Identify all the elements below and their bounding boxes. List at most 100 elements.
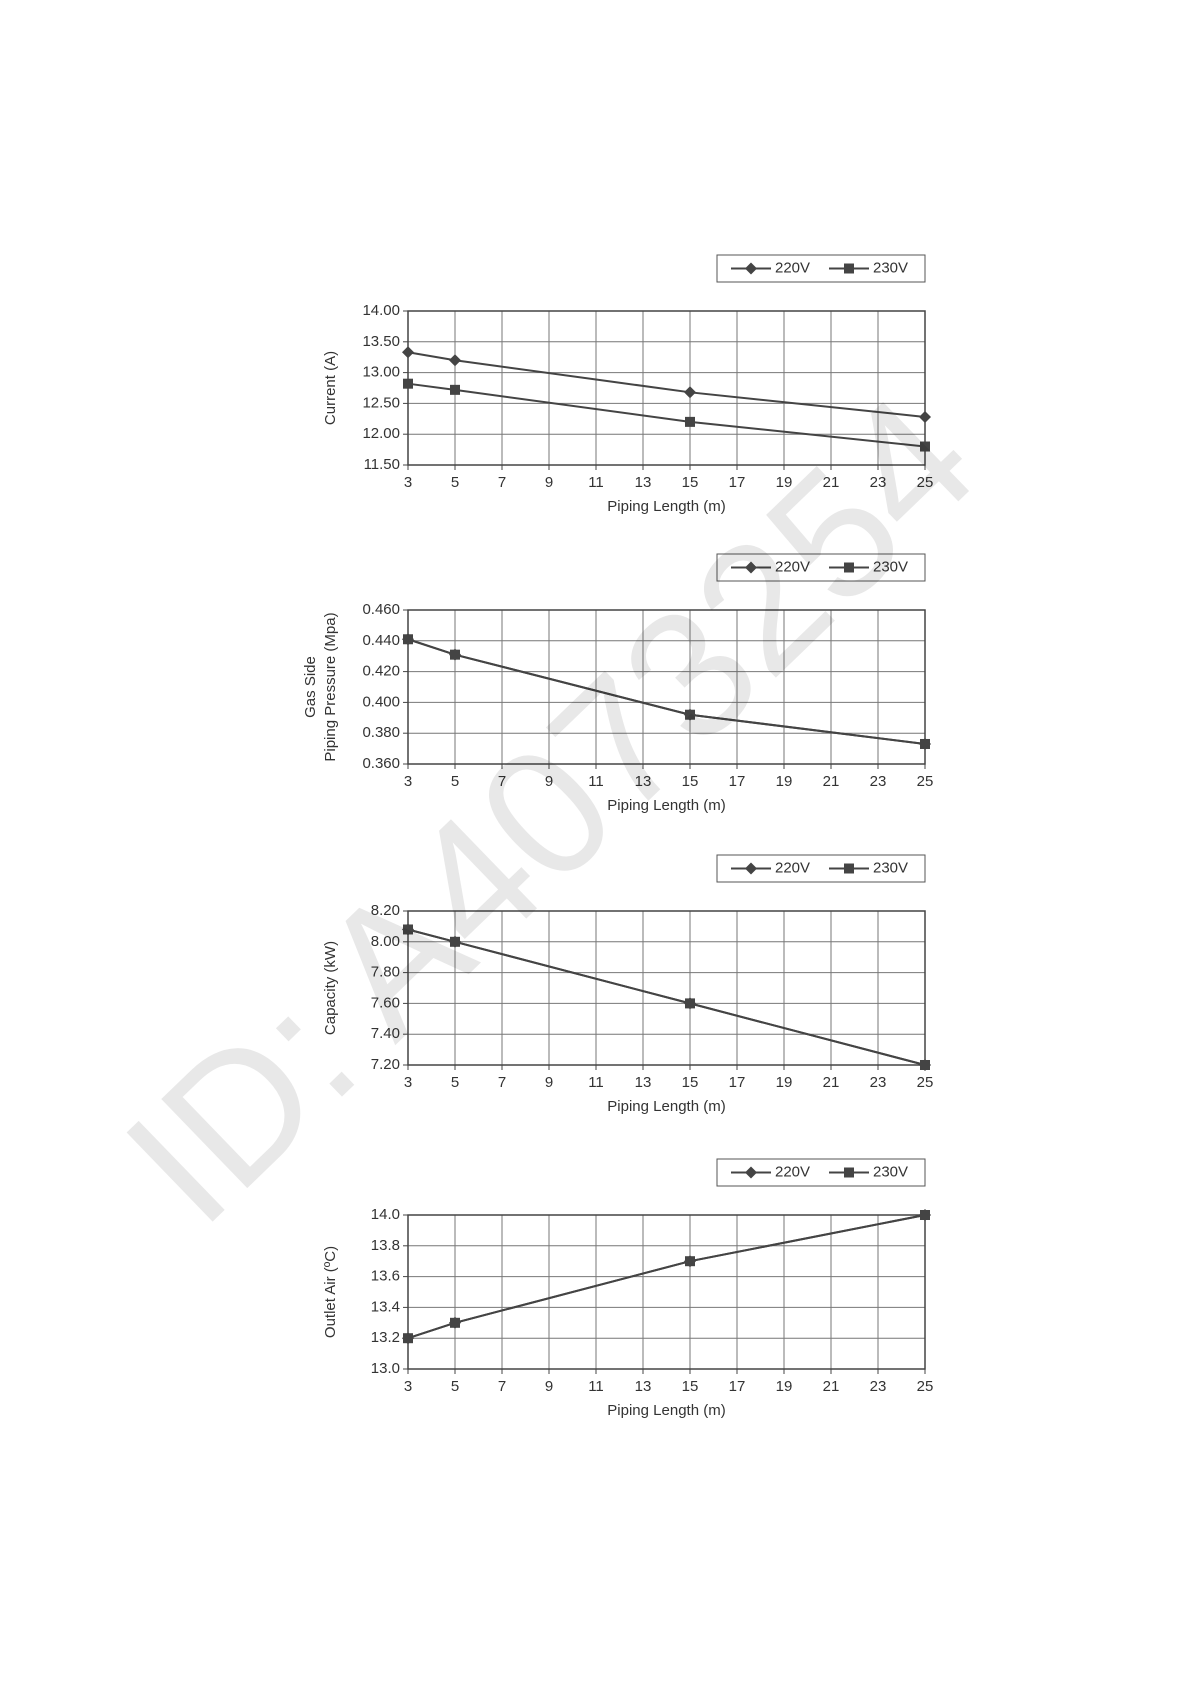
x-tick-label: 25 [917, 773, 934, 790]
x-axis-label: Piping Length (m) [607, 1098, 725, 1115]
y-tick-label: 14.0 [371, 1206, 400, 1223]
marker [403, 634, 413, 645]
y-axis-label: Piping Pressure (Mpa) [322, 612, 339, 761]
y-tick-label: 7.80 [371, 964, 400, 981]
x-tick-label: 23 [870, 1378, 887, 1395]
y-tick-label: 11.50 [364, 456, 400, 473]
marker [684, 386, 696, 399]
y-tick-label: 0.360 [362, 755, 400, 772]
x-tick-label: 21 [823, 1378, 840, 1395]
marker [450, 936, 460, 947]
watermark: ID: A4073254 [88, 359, 1012, 1261]
y-tick-label: 0.380 [362, 724, 400, 741]
y-tick-label: 13.4 [371, 1298, 400, 1315]
x-tick-label: 7 [498, 474, 506, 491]
y-axis-label: Current (A) [322, 351, 339, 425]
x-tick-label: 25 [917, 474, 934, 491]
legend-marker [745, 1166, 757, 1179]
legend-label: 230V [873, 859, 908, 876]
marker [402, 346, 414, 359]
y-tick-label: 8.00 [371, 933, 400, 950]
y-tick-label: 7.20 [371, 1056, 400, 1073]
x-tick-label: 23 [870, 1074, 887, 1091]
y-tick-label: 8.20 [371, 902, 400, 919]
marker [403, 924, 413, 935]
series-line [407, 351, 926, 418]
x-tick-label: 15 [682, 1378, 699, 1395]
chart: 3 5 7 9 11 13 15 17 19 21 23 25 13.0 13.2 13.4 13.6 13.8… [322, 1158, 933, 1419]
plot-frame [407, 609, 926, 765]
y-tick-label: 12.00 [362, 425, 400, 442]
marker [685, 998, 695, 1009]
x-tick-label: 5 [451, 1074, 459, 1091]
plot-frame [407, 910, 926, 1066]
legend-marker [745, 862, 757, 875]
series-line [407, 928, 926, 1066]
marker [920, 738, 930, 749]
y-axis-label: Gas Side [302, 656, 319, 718]
x-tick-label: 5 [451, 773, 459, 790]
marker [450, 1317, 460, 1328]
plot-frame [407, 1214, 926, 1370]
legend-label: 220V [775, 1163, 810, 1180]
x-tick-label: 15 [682, 1074, 699, 1091]
marker [920, 1210, 930, 1220]
x-tick-label: 23 [870, 773, 887, 790]
legend-marker [745, 262, 757, 275]
marker [450, 649, 460, 660]
x-tick-label: 15 [682, 773, 699, 790]
series-line [407, 1214, 926, 1340]
x-axis-label: Piping Length (m) [607, 498, 725, 515]
y-tick-label: 7.40 [371, 1025, 400, 1042]
x-tick-label: 7 [498, 773, 506, 790]
x-tick-label: 5 [451, 474, 459, 491]
legend-label: 220V [775, 859, 810, 876]
chart: 3 5 7 9 11 13 15 17 19 21 23 25 0.360 0.380 0.400 0.420… [302, 553, 934, 814]
y-tick-label: 12.50 [362, 394, 400, 411]
x-tick-label: 3 [404, 1074, 412, 1091]
y-tick-label: 13.8 [371, 1237, 400, 1254]
x-tick-label: 7 [498, 1074, 506, 1091]
y-tick-label: 13.00 [362, 364, 400, 381]
x-tick-label: 7 [498, 1378, 506, 1395]
x-tick-label: 17 [729, 474, 746, 491]
x-tick-label: 13 [635, 1378, 652, 1395]
series-line [407, 638, 926, 745]
x-tick-label: 11 [588, 1378, 604, 1395]
x-axis-label: Piping Length (m) [607, 797, 725, 814]
legend-marker [844, 863, 854, 874]
x-tick-label: 19 [776, 1378, 793, 1395]
y-axis-label: Outlet Air (ºC) [322, 1246, 339, 1338]
y-tick-label: 7.60 [371, 994, 400, 1011]
legend-label: 230V [873, 259, 908, 276]
marker [403, 1333, 413, 1344]
x-tick-label: 13 [635, 474, 652, 491]
x-tick-label: 15 [682, 474, 699, 491]
marker [450, 384, 460, 395]
x-tick-label: 11 [588, 474, 604, 491]
x-tick-label: 21 [823, 773, 840, 790]
chart: 3 5 7 9 11 13 15 17 19 21 23 25 7.20 7.40 7.60 7.80 8.00… [322, 854, 934, 1115]
marker [685, 416, 695, 427]
y-tick-label: 0.440 [362, 632, 400, 649]
x-tick-label: 11 [588, 773, 604, 790]
y-tick-label: 13.6 [371, 1268, 400, 1285]
legend-marker [844, 1167, 854, 1178]
marker [920, 441, 930, 452]
x-axis-label: Piping Length (m) [607, 1402, 725, 1419]
marker [919, 410, 931, 423]
y-tick-label: 13.0 [371, 1360, 400, 1377]
marker [920, 1060, 930, 1070]
x-tick-label: 25 [917, 1074, 934, 1091]
legend-label: 230V [873, 1163, 908, 1180]
legend-marker [844, 562, 854, 573]
y-tick-label: 0.460 [362, 601, 400, 618]
y-tick-label: 0.420 [362, 663, 400, 680]
legend-label: 230V [873, 558, 908, 575]
x-tick-label: 17 [729, 1074, 746, 1091]
x-tick-label: 13 [635, 773, 652, 790]
marker [449, 354, 461, 367]
y-tick-label: 13.50 [362, 333, 400, 350]
legend-marker [745, 561, 757, 574]
